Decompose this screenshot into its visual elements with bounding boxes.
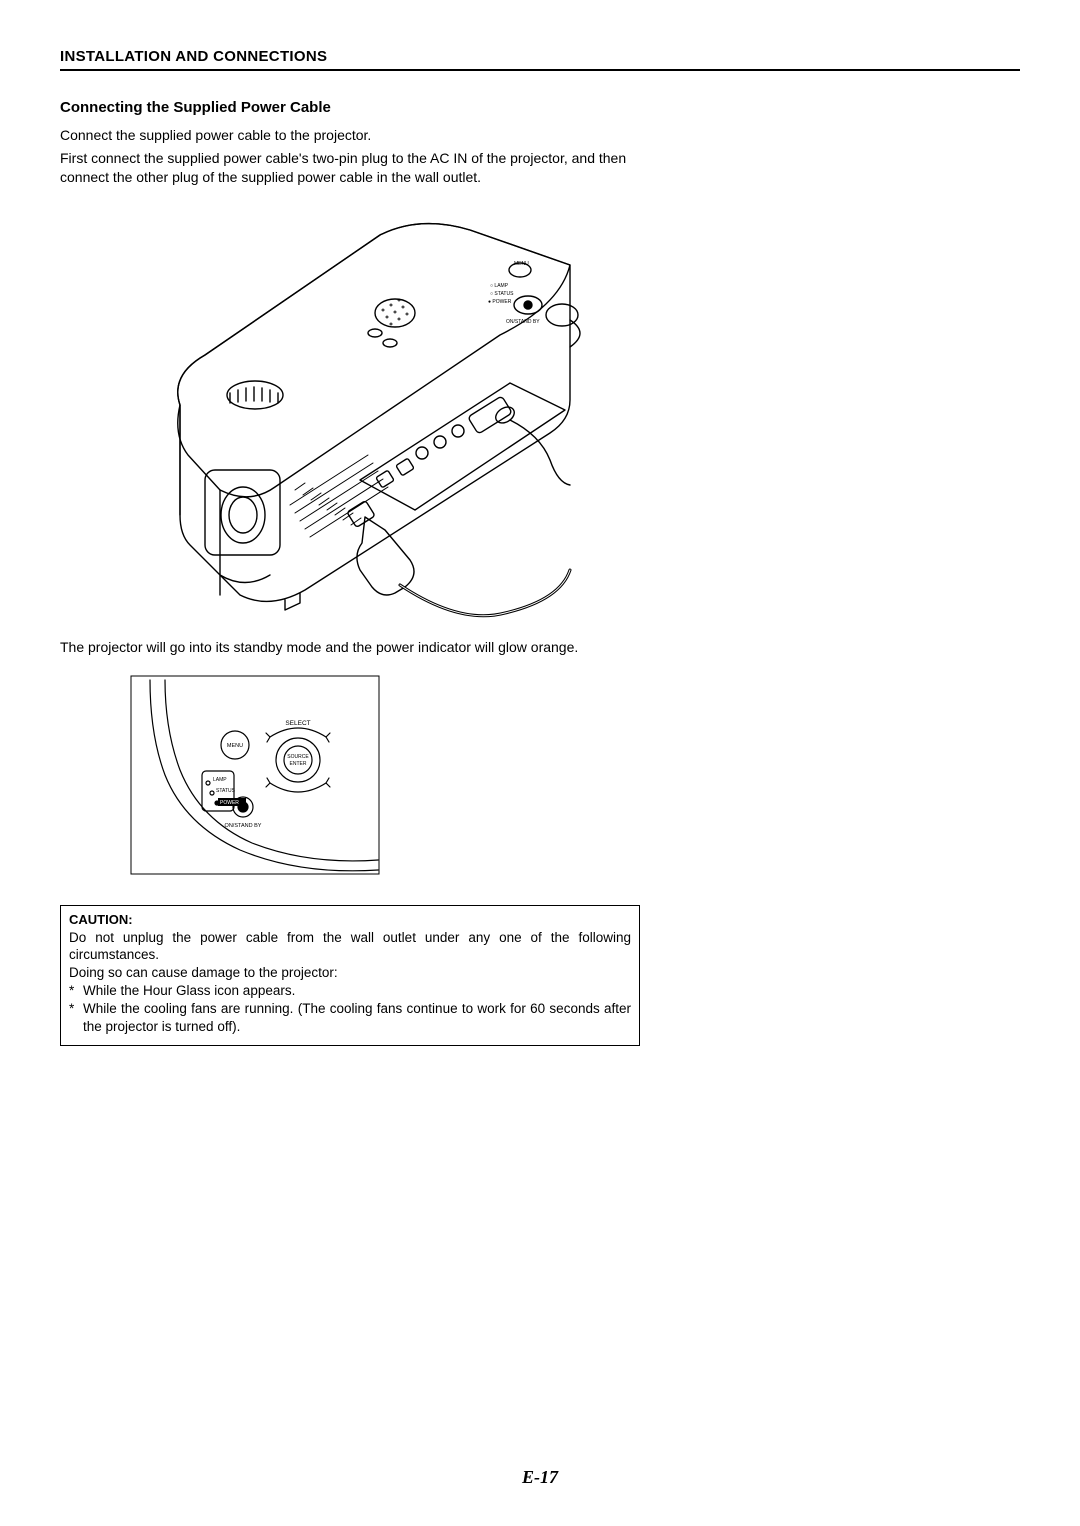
label-standby: ON/STAND BY	[506, 319, 540, 325]
paragraph-1: Connect the supplied power cable to the …	[60, 126, 640, 145]
label-menu: MENU	[514, 261, 529, 267]
control-panel-illustration: SELECT MENU SOURCE ENTER LAMP STATUS POW…	[130, 675, 380, 875]
paragraph-2: First connect the supplied power cable's…	[60, 149, 640, 187]
caution-bullet-1: *While the Hour Glass icon appears.	[69, 982, 631, 1000]
figure-control-panel: SELECT MENU SOURCE ENTER LAMP STATUS POW…	[60, 675, 640, 875]
label-status-2: STATUS	[216, 788, 236, 794]
label-lamp: ○ LAMP	[490, 283, 509, 289]
caution-title: CAUTION:	[69, 912, 631, 927]
label-enter: SOURCE	[287, 754, 309, 760]
projector-illustration: MENU ○ LAMP ○ STATUS ● POWER ON/STAND BY	[110, 205, 590, 620]
section-header: INSTALLATION AND CONNECTIONS	[60, 48, 640, 69]
label-power-2: POWER	[220, 800, 239, 806]
section-divider	[60, 69, 1020, 71]
paragraph-3: The projector will go into its standby m…	[60, 638, 640, 657]
label-select: SELECT	[285, 720, 310, 727]
label-enter-2: ENTER	[290, 761, 307, 767]
sub-header: Connecting the Supplied Power Cable	[60, 99, 640, 116]
label-standby-2: ON/STAND BY	[225, 823, 262, 829]
caution-text-2: Doing so can cause damage to the project…	[69, 964, 631, 982]
label-lamp-2: LAMP	[213, 777, 227, 783]
figure-projector-cable: MENU ○ LAMP ○ STATUS ● POWER ON/STAND BY	[60, 205, 640, 620]
caution-text-1: Do not unplug the power cable from the w…	[69, 929, 631, 965]
page-number: E-17	[0, 1467, 1080, 1488]
caution-box: CAUTION: Do not unplug the power cable f…	[60, 905, 640, 1047]
label-status: ○ STATUS	[490, 291, 514, 297]
label-menu-2: MENU	[227, 743, 243, 749]
label-power: ● POWER	[488, 299, 512, 305]
caution-bullet-2: *While the cooling fans are running. (Th…	[69, 1000, 631, 1036]
